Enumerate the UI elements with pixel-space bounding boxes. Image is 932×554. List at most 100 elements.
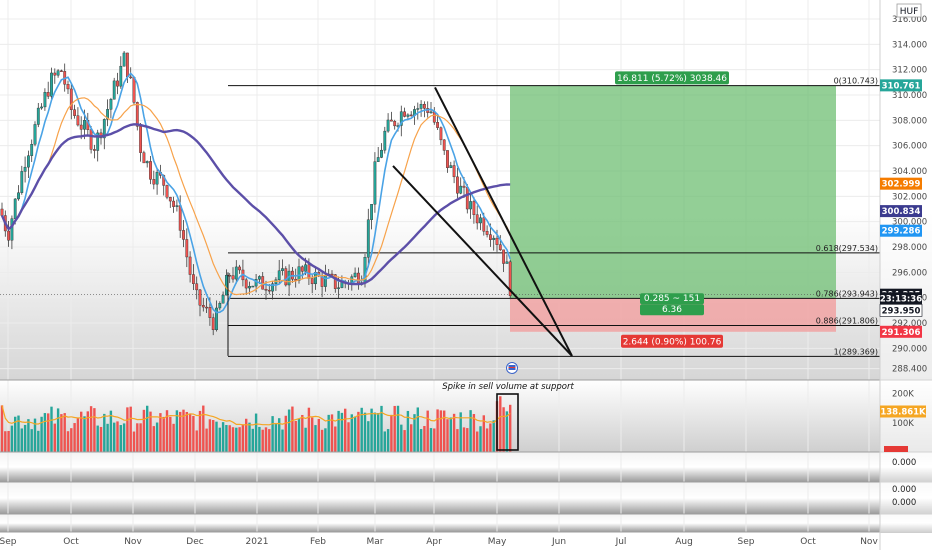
volume-bar: [165, 410, 169, 452]
volume-bars: Spike in sell volume at support: [0, 382, 574, 452]
candle-body: [324, 275, 327, 287]
time-axis-tick: Aug: [675, 537, 693, 547]
volume-bar: [452, 413, 456, 452]
volume-spike-box[interactable]: [496, 393, 519, 451]
candle-body: [505, 261, 509, 264]
target-label: 16.811 (5.72%) 3038.46: [617, 74, 727, 84]
volume-bar: [373, 412, 377, 452]
candle-body: [33, 124, 37, 145]
candle-body: [17, 192, 20, 200]
price-tag: 299.286: [882, 227, 921, 237]
candle-body: [27, 155, 30, 168]
volume-bar: [419, 429, 423, 452]
volume-bar: [479, 426, 482, 452]
volume-bar: [179, 411, 182, 452]
sub-axis-tick: 0.000: [892, 485, 916, 495]
candle-body: [112, 80, 116, 100]
time-axis-tick: Oct: [63, 537, 79, 547]
price-tag-bg: [880, 325, 922, 338]
candle-body: [89, 129, 93, 150]
volume-bar: [396, 405, 400, 452]
candle-body: [69, 88, 73, 110]
price-axis-tick: 312.000: [892, 66, 927, 76]
fib-level-label: 0.886(291.806): [816, 316, 878, 325]
entry-label: 0.285 ~ 151: [644, 294, 700, 304]
volume-bar: [33, 418, 37, 452]
candle-body: [399, 111, 403, 126]
candle-body: [304, 264, 307, 272]
candle-body: [439, 127, 443, 141]
volume-bar: [83, 416, 86, 452]
time-axis-tick: Feb: [310, 537, 326, 547]
volume-bar: [439, 410, 443, 452]
price-tag: 293.950: [882, 306, 921, 316]
volume-bar: [264, 427, 268, 452]
volume-bar: [113, 422, 116, 452]
volume-bar: [492, 420, 495, 452]
candle-body: [429, 111, 433, 114]
volume-bar: [63, 413, 66, 452]
price-axis[interactable]: 316.000 314.000 312.000 310.000 308.000 306.0…: [892, 15, 927, 508]
fib-level-label: 0.786(293.943): [816, 289, 878, 298]
volume-bar: [472, 414, 476, 452]
candle-body: [370, 204, 373, 220]
volume-bar: [212, 420, 215, 452]
candle-body: [155, 171, 159, 185]
candle-body: [284, 268, 288, 286]
candle-body: [76, 115, 80, 126]
candle-body: [145, 161, 149, 164]
candle-body: [46, 92, 50, 97]
volume-bar: [324, 428, 327, 452]
volume-bar: [17, 415, 20, 452]
candle-body: [178, 205, 182, 231]
candle-body: [50, 72, 53, 97]
price-tag: 310.761: [882, 81, 921, 91]
candle-body: [13, 198, 17, 219]
volume-bar: [357, 411, 360, 452]
entry-label-bg: [640, 293, 704, 305]
time-axis[interactable]: Sep Oct Nov Dec 2021 Feb Mar Apr May Jun Jul Aug Sep…: [0, 537, 878, 547]
volume-bar: [116, 421, 119, 452]
currency-label: HUF: [900, 7, 919, 17]
volume-bar: [261, 429, 264, 452]
volume-bar: [499, 396, 502, 452]
sma-slow-line: [0, 123, 511, 286]
volume-bar: [469, 410, 472, 452]
volume-bar: [297, 418, 301, 452]
price-tag: 300.834: [882, 207, 921, 217]
volume-bar: [350, 414, 353, 452]
volume-bar: [129, 406, 132, 452]
volume-bar: [14, 416, 17, 452]
wedge-lower-line[interactable]: [392, 165, 573, 357]
candle-body: [109, 99, 113, 110]
volume-bar: [126, 407, 129, 452]
volume-bar: [360, 407, 363, 452]
sub-axis-tick: 0.000: [892, 458, 916, 468]
candle-body: [333, 274, 337, 289]
candle-body: [442, 139, 446, 151]
fib-level-label: 1(289.369): [834, 347, 878, 356]
price-tag-bg: [880, 292, 922, 305]
volume-bar: [70, 428, 73, 452]
volume-bar: [4, 431, 7, 452]
volume-bar: [334, 426, 337, 452]
volume-bar: [476, 431, 479, 452]
target-zone[interactable]: [510, 85, 836, 299]
ema-mid-line: [1, 97, 511, 296]
candle-body: [92, 149, 96, 151]
candle-body: [129, 76, 133, 79]
price-tag-bg: [880, 224, 922, 237]
volume-bar: [254, 413, 258, 452]
candle-body: [386, 119, 390, 132]
candle-body: [208, 307, 212, 318]
event-flag-icon[interactable]: [506, 362, 518, 374]
volume-bar: [367, 421, 370, 452]
time-axis-tick: Oct: [800, 537, 816, 547]
price-axis-tick: 306.000: [892, 142, 927, 152]
ema-fast-line: [1, 72, 511, 314]
volume-bar: [235, 427, 238, 452]
wedge-upper-line[interactable]: [434, 86, 573, 357]
volume-bar: [139, 423, 142, 452]
